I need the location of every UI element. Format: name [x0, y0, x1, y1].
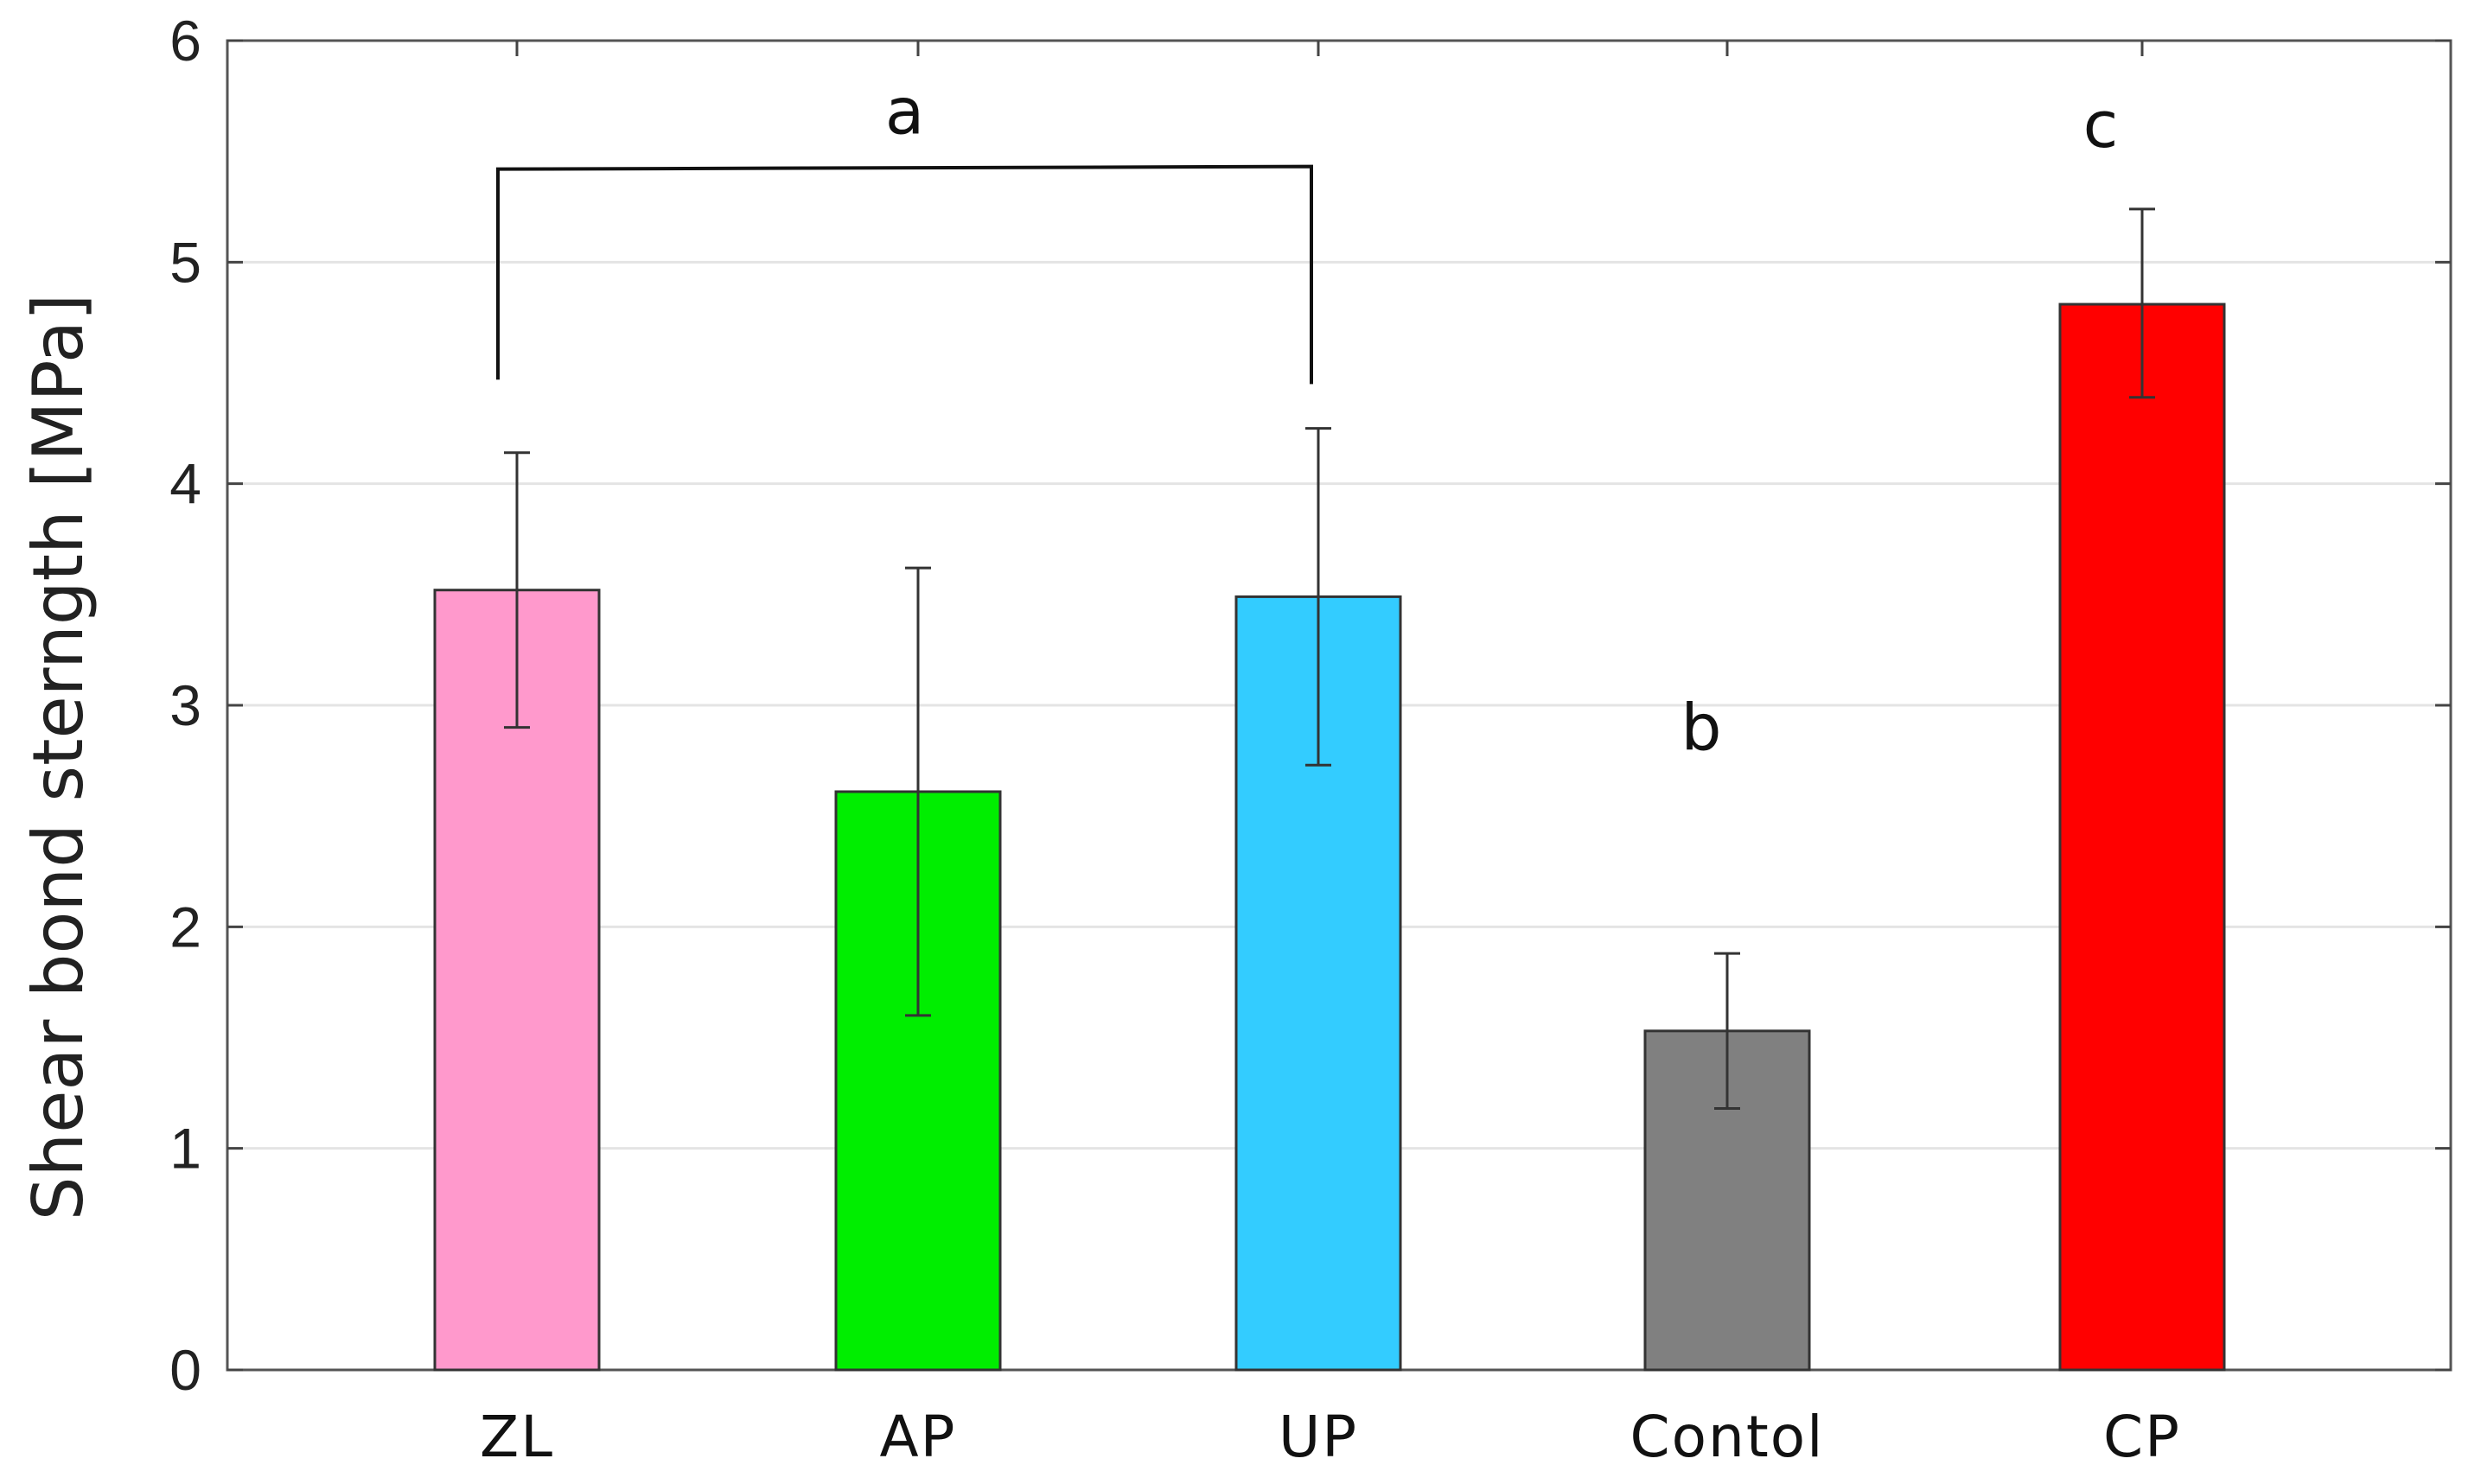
y-tick-label-5: 5: [169, 230, 201, 294]
significance-bracket: [496, 164, 1313, 385]
x-tick-label-zl: ZL: [480, 1404, 554, 1470]
bar-cp: [2058, 303, 2226, 1372]
annotation-b: b: [1681, 691, 1722, 765]
x-tick-label-ap: AP: [880, 1404, 957, 1470]
y-tick-label-0: 0: [169, 1338, 201, 1402]
y-tick-label-3: 3: [169, 673, 201, 737]
x-tick-label-contol: Contol: [1630, 1404, 1825, 1470]
y-tick-label-1: 1: [169, 1117, 201, 1181]
x-tick-label-up: UP: [1279, 1404, 1358, 1470]
annotation-a: a: [885, 75, 924, 150]
annotation-c: c: [2083, 88, 2119, 162]
y-tick-label-2: 2: [169, 895, 201, 959]
y-tick-label-4: 4: [169, 452, 201, 516]
y-tick-label-6: 6: [169, 9, 201, 73]
y-axis-label: Shear bond sterngth [MPa]: [18, 294, 99, 1221]
x-tick-label-cp: CP: [2103, 1404, 2181, 1470]
